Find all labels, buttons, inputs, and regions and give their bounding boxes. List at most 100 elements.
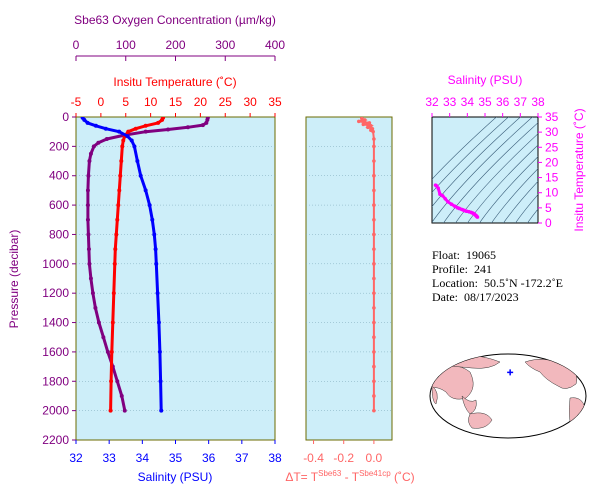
salinity-tick-label: 33 [102, 451, 116, 465]
ts-point [475, 215, 480, 219]
salinity-point [135, 159, 140, 164]
temperature-tick-label: 5 [122, 95, 129, 109]
ts-y-tick-label: 15 [545, 171, 559, 185]
oxygen-tick-label: 0 [73, 38, 80, 52]
ts-y-tick-label: 25 [545, 140, 559, 154]
oxygen-point [90, 291, 95, 296]
density-contour [503, 180, 538, 223]
salinity-point [155, 291, 160, 296]
delta-t-point [372, 217, 376, 222]
ts-point [440, 193, 445, 198]
temperature-tick-label: 15 [169, 95, 183, 109]
map-land-australia [468, 412, 493, 429]
delta-t-tick-label: 0.0 [366, 451, 383, 465]
salinity-tick-label: 34 [136, 451, 150, 465]
delta-t-plot-area [305, 116, 393, 441]
temperature-point [116, 203, 121, 208]
oxygen-point [85, 217, 90, 222]
delta-t-point [360, 117, 364, 121]
ts-x-tick-label: 35 [478, 95, 492, 109]
delta-t-point [357, 119, 361, 124]
salinity-tick-label: 32 [69, 451, 83, 465]
ts-y-axis-title: Insitu Temperature (˚C) [572, 108, 586, 231]
delta-t-point [372, 350, 376, 354]
oxygen-point [185, 125, 190, 130]
delta-t-point [372, 173, 376, 178]
oxygen-point [96, 140, 101, 145]
oxygen-point [200, 123, 205, 128]
date-row: Date: 08/17/2023 [432, 290, 563, 304]
profile-row: Profile: 241 [432, 262, 563, 276]
salinity-point [103, 126, 108, 131]
pressure-tick-label: 1400 [42, 316, 69, 330]
density-contour [527, 208, 538, 223]
temperature-tick-label: 0 [98, 95, 105, 109]
location-label: Location: [432, 276, 478, 290]
salinity-point [158, 379, 163, 384]
ts-x-axis-title: Salinity (PSU) [448, 73, 523, 87]
density-contour [432, 117, 521, 207]
ts-x-tick-label: 34 [461, 95, 475, 109]
salinity-point [143, 188, 148, 193]
temperature-point [110, 320, 115, 325]
temperature-tick-label: 30 [243, 95, 257, 109]
oxygen-point [96, 320, 101, 325]
density-contour [443, 122, 538, 223]
delta-t-point [372, 364, 376, 369]
salinity-point [153, 247, 158, 252]
delta-t-series [357, 117, 376, 413]
temperature-point [121, 138, 126, 143]
density-contour [479, 156, 538, 223]
delta-t-point [372, 379, 376, 384]
delta-t-point [366, 125, 370, 130]
temperature-point [118, 173, 123, 178]
ts-y-tick-label: 30 [545, 125, 559, 139]
oxygen-point [86, 232, 91, 237]
ts-series [433, 183, 480, 219]
oxygen-point [119, 393, 124, 398]
map-land-southeast-asia [461, 395, 477, 415]
profile-chart: Sbe63 Oxygen Concentration (µm/kg) 0 100 2… [7, 13, 285, 484]
float-location-marker [507, 369, 514, 376]
temperature-point [112, 261, 117, 266]
temperature-point [111, 291, 116, 296]
map-land-south-america [569, 397, 586, 433]
delta-t-point [367, 121, 372, 125]
salinity-point [152, 232, 157, 237]
oxygen-point [87, 159, 92, 164]
float-row: Float: 19065 [432, 248, 563, 262]
salinity-tick-label: 36 [202, 451, 216, 465]
delta-t-point [369, 124, 373, 128]
salinity-point [129, 138, 134, 143]
pressure-axis-title: Pressure (decibar) [7, 230, 21, 329]
oxygen-point [104, 137, 109, 142]
ts-plot-area [431, 116, 539, 224]
temperature-point [160, 117, 165, 122]
profile-value: 241 [474, 262, 492, 276]
ts-x-tick-label: 32 [425, 95, 439, 109]
salinity-point [147, 203, 152, 208]
salinity-point [157, 349, 162, 354]
pressure-tick-label: 600 [49, 198, 69, 212]
delta-t-point [372, 291, 376, 295]
delta-t-point [372, 408, 376, 413]
delta-t-point [372, 320, 376, 325]
temperature-point [133, 126, 138, 131]
pressure-tick-label: 1600 [42, 345, 69, 359]
temperature-point [115, 217, 120, 222]
density-contour [455, 133, 538, 223]
temperature-point [109, 379, 114, 384]
delta-t-point [372, 262, 376, 266]
delta-t-point [372, 159, 376, 163]
delta-t-point [361, 122, 366, 127]
density-contour [467, 144, 538, 223]
delta-t-point [372, 188, 376, 193]
salinity-point [93, 123, 98, 128]
float-marker-cross [507, 369, 514, 376]
salinity-tick-label: 37 [235, 451, 249, 465]
temperature-point [108, 408, 113, 413]
temperature-point [156, 120, 161, 125]
temperature-tick-label: 20 [194, 95, 208, 109]
temperature-axis-title: Insitu Temperature (˚C) [113, 75, 236, 89]
ts-density-contours [432, 117, 538, 223]
